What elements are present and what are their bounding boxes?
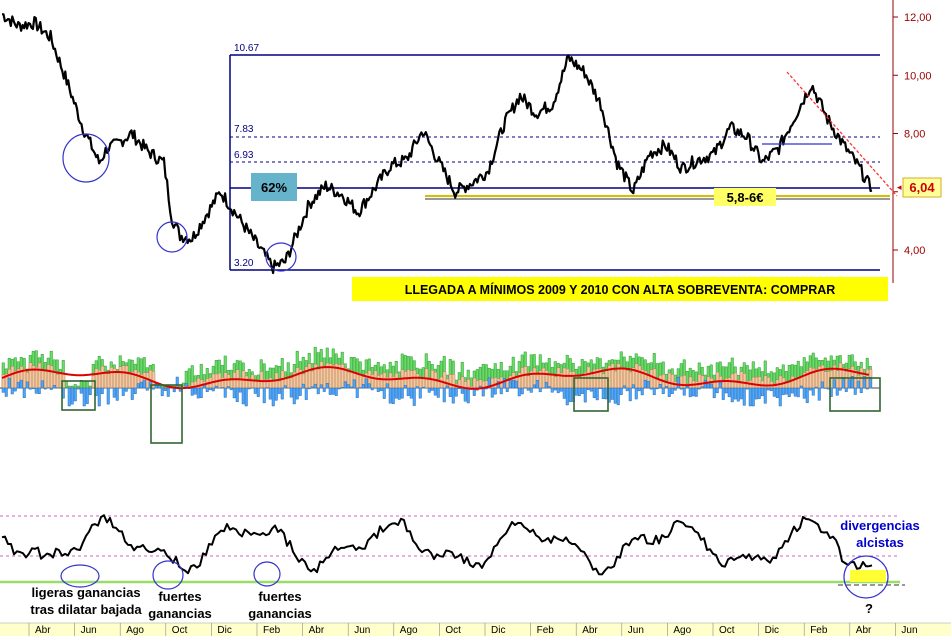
highlight-circle bbox=[156, 221, 188, 253]
annotation-text: tras dilatar bajada bbox=[30, 602, 142, 617]
highlight-circle bbox=[152, 560, 184, 590]
annotation-text: ? bbox=[865, 601, 873, 616]
price-y-tick-label: 12,00 bbox=[904, 12, 932, 24]
downtrend-line bbox=[786, 71, 898, 197]
month-label: Abr bbox=[582, 625, 598, 636]
month-label: Abr bbox=[309, 625, 325, 636]
current-price-label: 6,04 bbox=[909, 180, 935, 195]
highlight-circle bbox=[253, 561, 281, 587]
month-label: Dic bbox=[765, 625, 779, 636]
retracement-box bbox=[251, 173, 297, 201]
fib-label-top: 10.67 bbox=[234, 43, 259, 54]
fib-label-693: 6.93 bbox=[234, 150, 254, 161]
month-label: Ago bbox=[400, 625, 418, 636]
oscillator-panel-1 bbox=[0, 346, 881, 444]
month-label: Feb bbox=[810, 625, 828, 636]
month-axis: Abr Jun Ago Oct Dic Feb Abr Jun Ago Oct Dic Feb Abr J… bbox=[0, 622, 951, 636]
price-y-tick-label: 4,00 bbox=[904, 245, 925, 257]
month-label: Abr bbox=[35, 625, 51, 636]
oversold-box bbox=[573, 377, 609, 412]
osc1-red-average bbox=[1, 366, 870, 390]
annotation-text: ganancias bbox=[148, 606, 212, 621]
retracement-label: 62% bbox=[261, 180, 287, 195]
month-labels: Abr Jun Ago Oct Dic Feb Abr Jun Ago Oct Dic Feb Abr J… bbox=[28, 623, 918, 636]
month-label: Jun bbox=[81, 625, 97, 636]
oversold-box bbox=[150, 384, 183, 444]
support-zone-box bbox=[714, 188, 776, 206]
month-label: Oct bbox=[445, 625, 461, 636]
month-label: Jun bbox=[354, 625, 370, 636]
month-label: Ago bbox=[673, 625, 691, 636]
month-label: Oct bbox=[172, 625, 188, 636]
highlight-circle bbox=[843, 555, 889, 599]
oscillator-panel-2: ligeras ganancias tras dilatar bajada fu… bbox=[0, 514, 920, 621]
highlight-circle bbox=[62, 133, 110, 183]
annotation-text: alcistas bbox=[856, 535, 904, 550]
price-marker-icon: ◂ bbox=[897, 182, 902, 192]
highlight-circle bbox=[265, 242, 297, 272]
support-zone-label: 5,8-6€ bbox=[727, 190, 764, 205]
annotation-text: ganancias bbox=[248, 606, 312, 621]
current-price-box bbox=[902, 177, 942, 198]
month-label: Oct bbox=[719, 625, 735, 636]
fib-label-783: 7.83 bbox=[234, 124, 254, 135]
price-y-tick-label: 10,00 bbox=[904, 70, 932, 82]
annotation-text: divergencias bbox=[840, 518, 920, 533]
headline-box bbox=[352, 277, 888, 301]
month-label: Jun bbox=[628, 625, 644, 636]
month-label: Ago bbox=[126, 625, 144, 636]
annotation-text: ligeras ganancias bbox=[31, 585, 140, 600]
price-y-tick-label: 8,00 bbox=[904, 129, 925, 141]
rsi-line bbox=[1, 514, 873, 576]
fib-label-bottom: 3.20 bbox=[234, 258, 254, 269]
month-label: Jun bbox=[901, 625, 917, 636]
annotation-text: fuertes bbox=[258, 589, 301, 604]
rsi-highlight bbox=[850, 570, 886, 582]
month-label: Abr bbox=[856, 625, 872, 636]
oversold-box bbox=[829, 377, 881, 412]
highlight-circle bbox=[60, 564, 100, 588]
osc1-blue-histogram bbox=[1, 376, 872, 407]
headline-text: LLEGADA A MÍNIMOS 2009 Y 2010 CON ALTA S… bbox=[405, 282, 836, 297]
month-label: Feb bbox=[263, 625, 281, 636]
annotation-text: fuertes bbox=[158, 589, 201, 604]
month-label: Feb bbox=[537, 625, 555, 636]
price-series-line bbox=[1, 13, 873, 275]
month-label: Dic bbox=[491, 625, 505, 636]
month-label: Dic bbox=[217, 625, 231, 636]
oversold-box bbox=[61, 380, 96, 411]
